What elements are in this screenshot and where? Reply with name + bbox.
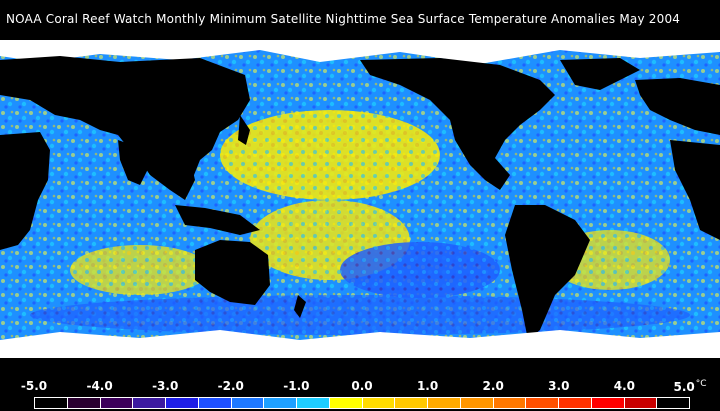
colorbar	[34, 397, 690, 409]
world-map-svg	[0, 40, 720, 372]
south-america-landmass	[505, 205, 590, 340]
colorbar-swatch	[67, 398, 101, 408]
colorbar-swatch	[297, 398, 330, 408]
colorbar-unit: °C	[695, 379, 707, 389]
colorbar-tick-label: 2.0	[482, 379, 504, 393]
colorbar-tick-label: 3.0	[548, 379, 570, 393]
colorbar-swatch	[166, 398, 199, 408]
india-landmass	[118, 140, 150, 185]
colorbar-swatch	[264, 398, 297, 408]
colorbar-tick-label: -1.0	[283, 379, 310, 393]
greenland-landmass	[560, 58, 640, 90]
colorbar-swatch	[591, 398, 625, 408]
colorbar-swatch	[428, 398, 461, 408]
colorbar-tick-label: -5.0	[20, 379, 48, 393]
colorbar-swatch	[559, 398, 592, 408]
warm-region-north-pacific	[220, 110, 440, 200]
colorbar-swatch	[100, 398, 134, 408]
north-america-landmass	[360, 58, 555, 190]
colorbar-swatch	[231, 398, 265, 408]
europe-landmass	[635, 78, 720, 135]
colorbar-swatch	[624, 398, 658, 408]
colorbar-swatch	[395, 398, 428, 408]
arctic-ice	[0, 40, 720, 64]
new-zealand-landmass	[294, 295, 306, 318]
colorbar-swatch	[657, 398, 689, 408]
colorbar-swatch	[460, 398, 494, 408]
africa-east-landmass	[670, 140, 720, 240]
colorbar-tick-label: -4.0	[86, 379, 113, 393]
colorbar-tick-label: -3.0	[152, 379, 179, 393]
cool-region-east-pacific	[340, 242, 500, 298]
colorbar-tick-label: 4.0	[613, 379, 636, 393]
antarctica-landmass	[0, 358, 720, 372]
colorbar-swatch	[329, 398, 363, 408]
colorbar-swatch	[526, 398, 559, 408]
colorbar-swatch	[493, 398, 527, 408]
africa-landmass	[0, 132, 50, 250]
colorbar-tick-label: 0.0	[351, 379, 373, 393]
maritime-continent	[175, 205, 260, 235]
colorbar-swatch	[35, 398, 68, 408]
eurasia-landmass	[0, 56, 250, 190]
colorbar-legend: -5.0 -4.0 -3.0 -2.0 -1.0 0.0 1.0 2.0 3.0 4.0 5.0°C	[0, 374, 720, 411]
colorbar-tick-label: 1.0	[416, 379, 439, 393]
colorbar-swatch	[362, 398, 396, 408]
warm-region-indian-ocean	[70, 245, 210, 295]
colorbar-tick-label: 5.0°C	[673, 379, 707, 394]
sst-anomaly-map	[0, 40, 720, 372]
cool-region-southern-ocean	[30, 295, 690, 335]
indochina-landmass	[165, 150, 195, 200]
australia-landmass	[195, 240, 270, 305]
colorbar-swatch	[198, 398, 232, 408]
map-title: NOAA Coral Reef Watch Monthly Minimum Sa…	[6, 12, 681, 26]
japan-landmass	[238, 115, 250, 145]
colorbar-swatch	[133, 398, 166, 408]
colorbar-tick-label: -2.0	[217, 379, 244, 393]
